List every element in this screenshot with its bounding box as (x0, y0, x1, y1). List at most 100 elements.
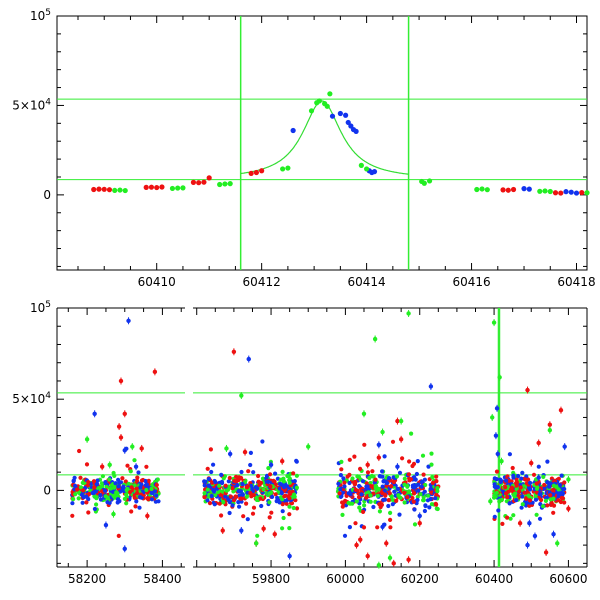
bottom-data-point (103, 480, 108, 485)
bottom-x-tick-label: 60000 (326, 572, 364, 586)
bottom-outlier-point (220, 528, 225, 533)
top-data-point (143, 184, 149, 190)
bottom-data-point (115, 500, 120, 505)
bottom-data-point (548, 481, 554, 486)
bottom-data-point (539, 497, 544, 503)
bottom-data-point (430, 475, 435, 480)
bottom-data-point (357, 505, 362, 510)
bottom-outlier-point (116, 424, 122, 429)
bottom-x-tick-label: 58400 (143, 572, 181, 586)
bottom-outlier-point (380, 524, 385, 530)
top-data-point (521, 186, 527, 192)
bottom-data-point (251, 505, 257, 510)
bottom-data-point (134, 486, 139, 491)
bottom-data-point (239, 496, 244, 501)
bottom-data-point (512, 491, 518, 496)
bottom-data-point (357, 483, 362, 489)
bottom-data-point (379, 502, 384, 507)
bottom-data-point (209, 469, 214, 475)
bottom-data-point (105, 495, 110, 500)
bottom-data-point (383, 493, 388, 498)
bottom-data-point (230, 486, 235, 491)
bottom-data-point (410, 495, 415, 501)
top-data-point (91, 186, 97, 193)
bottom-data-point (102, 488, 108, 493)
bottom-data-point (70, 496, 76, 501)
top-data-point (526, 186, 532, 192)
bottom-data-point (285, 473, 290, 479)
bottom-data-point (251, 493, 256, 498)
bottom-data-point (271, 478, 276, 483)
bottom-data-point (278, 477, 284, 482)
bottom-data-point (86, 510, 91, 515)
bottom-data-point (411, 499, 416, 504)
bottom-data-point (405, 495, 410, 500)
bottom-data-point (105, 500, 110, 505)
bottom-outlier-point (398, 418, 404, 424)
bottom-data-point (494, 477, 499, 482)
bottom-data-point (387, 476, 392, 481)
bottom-outlier-point (406, 557, 411, 562)
bottom-data-point (250, 511, 256, 516)
bottom-data-point (232, 478, 237, 483)
bottom-data-point (361, 509, 366, 514)
bottom-data-point (273, 492, 278, 497)
bottom-data-point (268, 472, 273, 477)
bottom-data-point (260, 476, 266, 481)
bottom-data-point (94, 502, 99, 507)
bottom-data-point (412, 485, 417, 490)
bottom-outlier-point (365, 462, 370, 468)
bottom-data-point (511, 513, 516, 518)
top-data-point (573, 190, 580, 196)
bottom-data-point (525, 490, 530, 495)
bottom-data-point (422, 477, 427, 482)
bottom-outlier-point (566, 506, 571, 511)
bottom-data-point (268, 484, 273, 489)
bottom-data-point (402, 482, 407, 487)
bottom-outlier-point (566, 477, 571, 482)
bottom-data-point (244, 501, 249, 506)
top-x-tick-label: 60416 (452, 275, 490, 289)
bottom-outlier-point (555, 541, 560, 546)
bottom-data-point (117, 480, 122, 485)
bottom-data-point (361, 525, 367, 530)
bottom-data-point (556, 487, 561, 492)
bottom-data-point (269, 510, 274, 515)
bottom-data-point (259, 503, 264, 509)
bottom-data-point (227, 510, 232, 516)
bottom-data-point (291, 505, 296, 511)
bottom-data-point (551, 510, 556, 515)
bottom-data-point (520, 494, 525, 499)
bottom-data-point (231, 498, 237, 503)
bottom-data-point (497, 498, 502, 503)
bottom-outlier-point (488, 499, 493, 504)
bottom-outlier-point (558, 407, 564, 413)
bottom-data-point (494, 469, 500, 474)
bottom-data-point (80, 500, 85, 505)
bottom-data-point (339, 467, 344, 472)
bottom-data-point (338, 473, 343, 478)
top-data-point (343, 112, 349, 118)
bottom-data-point (294, 473, 299, 478)
bottom-data-point (411, 491, 417, 496)
bottom-data-point (353, 521, 358, 526)
bottom-data-point (144, 464, 149, 469)
bottom-data-point (425, 498, 430, 503)
bottom-data-point (125, 463, 130, 468)
bottom-data-point (209, 493, 214, 499)
bottom-outlier-point (361, 411, 367, 416)
bottom-data-point (336, 481, 341, 486)
bottom-data-point (545, 459, 550, 464)
bottom-outlier-point (376, 562, 382, 568)
chart_data.1-y-tick-label-1: 5×104 (12, 391, 51, 406)
bottom-data-point (114, 490, 119, 495)
bottom-data-point (244, 494, 249, 499)
bottom-data-point (91, 479, 97, 484)
bottom-data-point (240, 481, 245, 487)
bottom-data-point (134, 499, 139, 504)
bottom-data-point (559, 473, 564, 478)
top-data-point (106, 187, 113, 193)
bottom-data-point (72, 475, 77, 480)
bottom-data-point (389, 484, 394, 489)
top-data-point (190, 179, 197, 185)
